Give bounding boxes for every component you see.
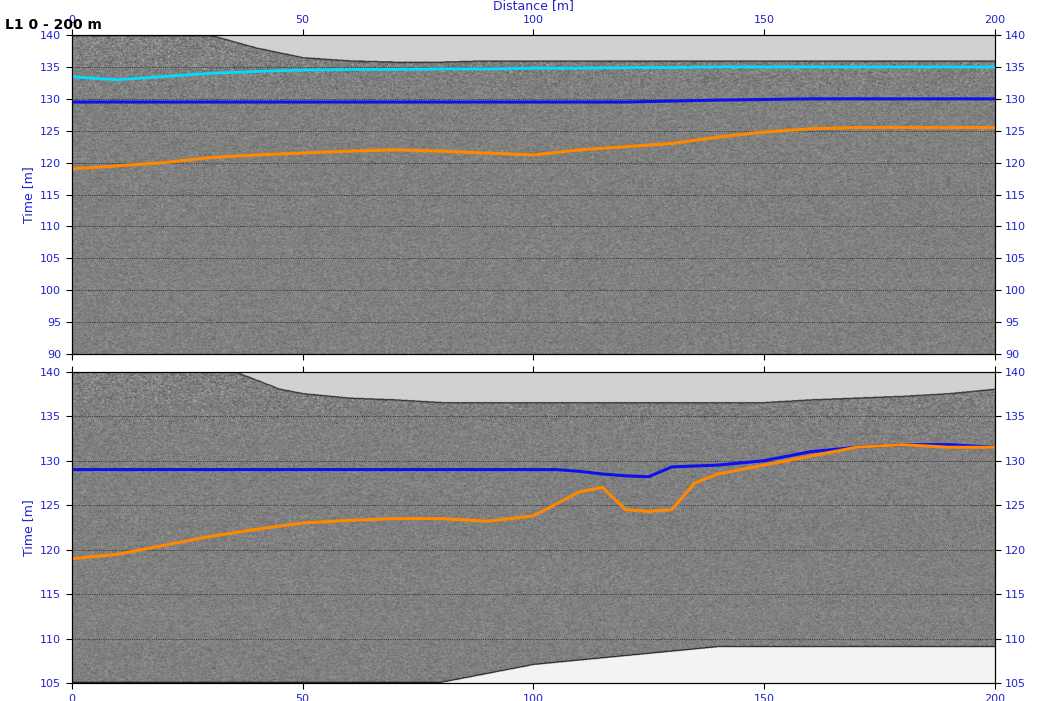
- Y-axis label: Time [m]: Time [m]: [22, 499, 35, 556]
- X-axis label: Distance [m]: Distance [m]: [493, 0, 574, 12]
- Y-axis label: Time [m]: Time [m]: [22, 166, 35, 223]
- Text: L1 0 - 200 m: L1 0 - 200 m: [5, 18, 102, 32]
